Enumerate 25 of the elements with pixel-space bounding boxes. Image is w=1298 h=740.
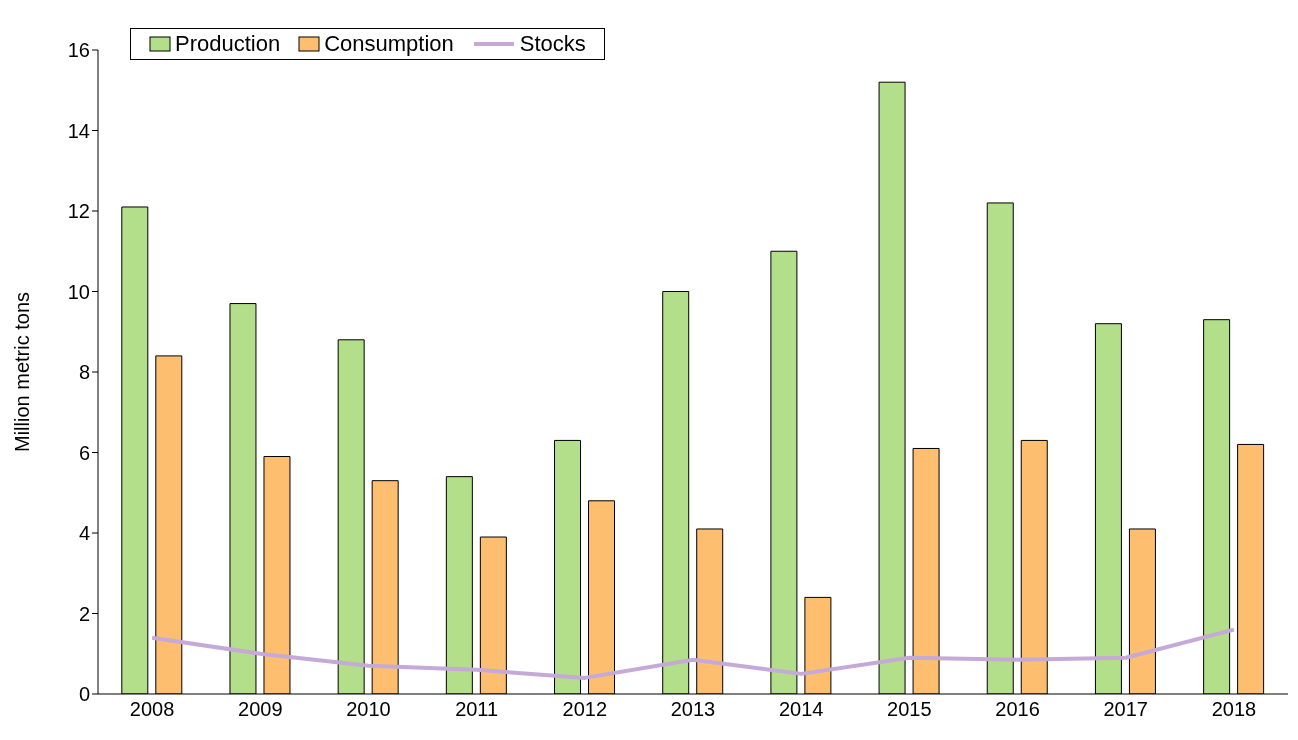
x-tick-label: 2011 bbox=[455, 698, 499, 721]
x-tick-label: 2013 bbox=[670, 698, 716, 721]
y-tick-label: 0 bbox=[78, 683, 90, 706]
y-tick-label: 2 bbox=[78, 602, 90, 625]
x-tick-label: 2009 bbox=[238, 698, 283, 721]
legend-label: Stocks bbox=[518, 31, 586, 56]
legend-label: Production bbox=[174, 31, 281, 56]
legend-label: Consumption bbox=[323, 31, 454, 56]
y-tick-label: 12 bbox=[67, 200, 90, 223]
y-tick-label: 16 bbox=[67, 39, 90, 62]
y-tick-label: 10 bbox=[67, 280, 90, 303]
x-tick-label: 2014 bbox=[778, 698, 824, 721]
line-series bbox=[150, 627, 1236, 680]
y-tick-label: 6 bbox=[78, 441, 90, 464]
y-tick-label: 4 bbox=[78, 522, 90, 545]
x-tick-label: 2015 bbox=[887, 698, 932, 721]
x-tick-label: 2012 bbox=[562, 698, 608, 721]
x-tick-label: 2010 bbox=[346, 698, 391, 721]
x-tick-label: 2017 bbox=[1103, 698, 1148, 721]
y-axis-title: Million metric tons bbox=[11, 291, 34, 453]
y-tick-label: 14 bbox=[67, 119, 90, 142]
x-tick-label: 2018 bbox=[1211, 698, 1257, 721]
y-tick-label: 8 bbox=[78, 361, 90, 384]
x-tick-label: 2016 bbox=[995, 698, 1040, 721]
x-tick-label: 2008 bbox=[129, 698, 175, 721]
